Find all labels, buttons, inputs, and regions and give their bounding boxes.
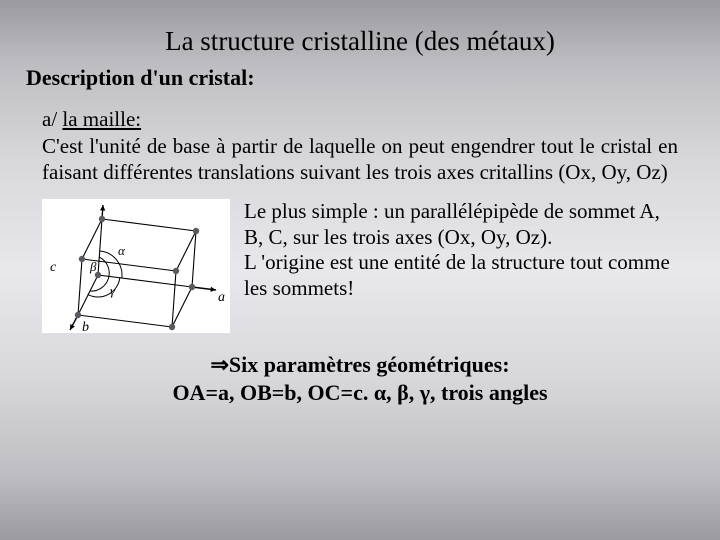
svg-text:γ: γ <box>110 283 116 298</box>
slide: La structure cristalline (des métaux) De… <box>0 0 720 540</box>
slide-subtitle: Description d'un cristal: <box>26 65 694 91</box>
conclusion-line1: Six paramètres géométriques: <box>229 352 510 377</box>
arrow-icon: ⇒ <box>210 352 228 377</box>
svg-text:β: β <box>89 259 97 274</box>
lattice-diagram: a b c α βγ <box>42 199 230 333</box>
section-prefix: a/ <box>42 107 62 131</box>
diagram-row: a b c α βγ Le plus simple : un parallélépipè… <box>42 199 678 333</box>
svg-text:b: b <box>82 320 89 333</box>
conclusion-line2: OA=a, OB=b, OC=c. α, β, γ, trois angles <box>172 380 547 405</box>
conclusion-block: ⇒Six paramètres géométriques: OA=a, OB=b… <box>26 351 694 406</box>
svg-text:a: a <box>218 290 225 305</box>
slide-title: La structure cristalline (des métaux) <box>26 26 694 57</box>
paragraph-parallelepipede: Le plus simple : un parallélépipède de s… <box>244 199 678 301</box>
section-label-text: la maille: <box>62 107 141 131</box>
section-heading: a/ la maille: <box>42 107 694 132</box>
svg-text:α: α <box>118 243 126 258</box>
svg-text:c: c <box>50 260 57 275</box>
paragraph-maille: C'est l'unité de base à partir de laquel… <box>42 134 678 185</box>
lattice-svg: a b c α βγ <box>42 199 230 333</box>
